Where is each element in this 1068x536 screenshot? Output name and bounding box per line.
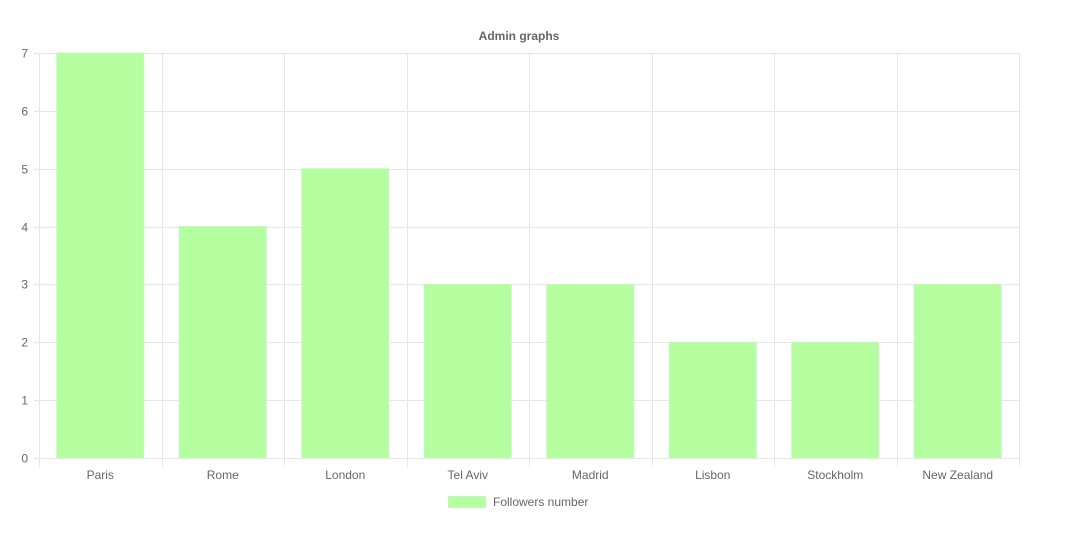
x-tick-label: Lisbon bbox=[695, 468, 730, 482]
x-tick-label: New Zealand bbox=[922, 468, 993, 482]
bar-lisbon bbox=[668, 341, 757, 459]
chart-title: Admin graphs bbox=[479, 29, 560, 43]
x-tick-label: Rome bbox=[207, 468, 239, 482]
legend[interactable]: Followers number bbox=[448, 495, 588, 509]
bar-rome bbox=[178, 226, 267, 459]
bars bbox=[56, 52, 1002, 459]
bar-tel-aviv bbox=[423, 283, 512, 459]
y-tick-label: 7 bbox=[21, 47, 28, 61]
bar-paris bbox=[56, 52, 145, 459]
legend-swatch bbox=[448, 496, 486, 508]
y-tick-label: 2 bbox=[21, 336, 28, 350]
y-tick-label: 0 bbox=[21, 452, 28, 466]
bar-london bbox=[301, 168, 390, 459]
tick-labels: 0 1 2 3 4 5 6 7 Paris Rome London Tel Aviv Madrid Lis… bbox=[21, 47, 993, 483]
bar-madrid bbox=[546, 283, 635, 459]
y-tick-label: 4 bbox=[21, 221, 28, 235]
y-tick-label: 1 bbox=[21, 394, 28, 408]
legend-label: Followers number bbox=[493, 495, 589, 509]
x-tick-label: Madrid bbox=[572, 468, 609, 482]
x-tick-label: Tel Aviv bbox=[448, 468, 488, 482]
y-tick-label: 6 bbox=[21, 105, 28, 119]
y-tick-label: 3 bbox=[21, 278, 28, 292]
y-tick-label: 5 bbox=[21, 163, 28, 177]
bar-new-zealand bbox=[913, 283, 1002, 459]
bar-stockholm bbox=[791, 341, 880, 459]
x-tick-label: Stockholm bbox=[807, 468, 863, 482]
x-tick-label: London bbox=[325, 468, 365, 482]
x-tick-label: Paris bbox=[87, 468, 114, 482]
